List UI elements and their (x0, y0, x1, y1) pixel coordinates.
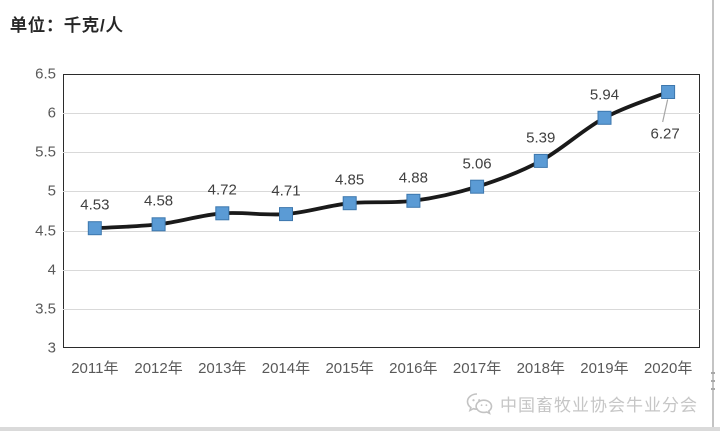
data-label: 5.39 (526, 129, 556, 147)
x-axis-tick-label: 2011年 (71, 360, 119, 377)
data-label: 4.85 (335, 171, 365, 189)
plot-area (63, 74, 700, 348)
data-label: 4.71 (271, 182, 301, 200)
gridline (63, 308, 700, 310)
gridline (63, 230, 700, 232)
series-marker (533, 153, 548, 168)
y-axis-tick-label: 6.5 (35, 65, 56, 83)
series-marker (470, 179, 485, 194)
series-marker (661, 85, 676, 99)
gridline (63, 269, 700, 271)
x-axis-tick-label: 2015年 (325, 360, 374, 377)
x-axis-tick-label: 2018年 (516, 360, 565, 377)
x-axis-tick-label: 2016年 (389, 360, 438, 377)
x-axis-tick-label: 2017年 (452, 360, 502, 377)
series-marker (87, 221, 102, 236)
y-axis-tick-label: 6 (47, 104, 56, 122)
gridline (63, 152, 700, 154)
x-axis-tick-label: 2012年 (134, 360, 183, 377)
y-axis-tick-label: 3.5 (35, 300, 56, 318)
data-label: 6.27 (650, 125, 680, 143)
data-label: 4.88 (398, 169, 428, 187)
wechat-icon (466, 392, 493, 416)
series-marker (597, 110, 612, 125)
data-label-leader-line (662, 99, 669, 123)
y-axis-tick-label: 4 (47, 261, 56, 279)
x-axis-tick-label: 2020年 (643, 360, 693, 377)
series-marker (151, 217, 166, 232)
scrollbar-track[interactable] (712, 0, 714, 431)
watermark-text: 中国畜牧业协会牛业分会 (500, 396, 698, 415)
series-line (94, 90, 669, 231)
y-axis-tick-label: 5.5 (35, 143, 56, 161)
series-marker (215, 206, 230, 221)
gridline (63, 113, 700, 115)
data-label: 5.94 (589, 86, 620, 104)
y-axis-tick-label: 3 (47, 339, 56, 357)
scrollbar-handle-dots[interactable] (711, 372, 715, 390)
data-label: 4.58 (143, 192, 174, 210)
x-axis-tick-label: 2019年 (580, 360, 629, 377)
watermark: 中国畜牧业协会牛业分会 (466, 391, 698, 416)
y-axis-tick-label: 4.5 (35, 222, 56, 240)
data-label: 4.53 (80, 196, 110, 214)
gridline (63, 191, 700, 193)
unit-label: 单位：千克/人 (10, 16, 124, 35)
series-marker (342, 196, 357, 211)
y-axis-tick-label: 5 (47, 182, 56, 200)
x-axis-tick-label: 2013年 (198, 360, 247, 377)
series-marker (279, 207, 293, 222)
window-bottom-edge (0, 427, 720, 431)
series-marker (406, 193, 421, 208)
data-label: 5.06 (462, 155, 492, 173)
x-axis-tick-label: 2014年 (261, 360, 311, 377)
data-label: 4.72 (207, 181, 237, 199)
